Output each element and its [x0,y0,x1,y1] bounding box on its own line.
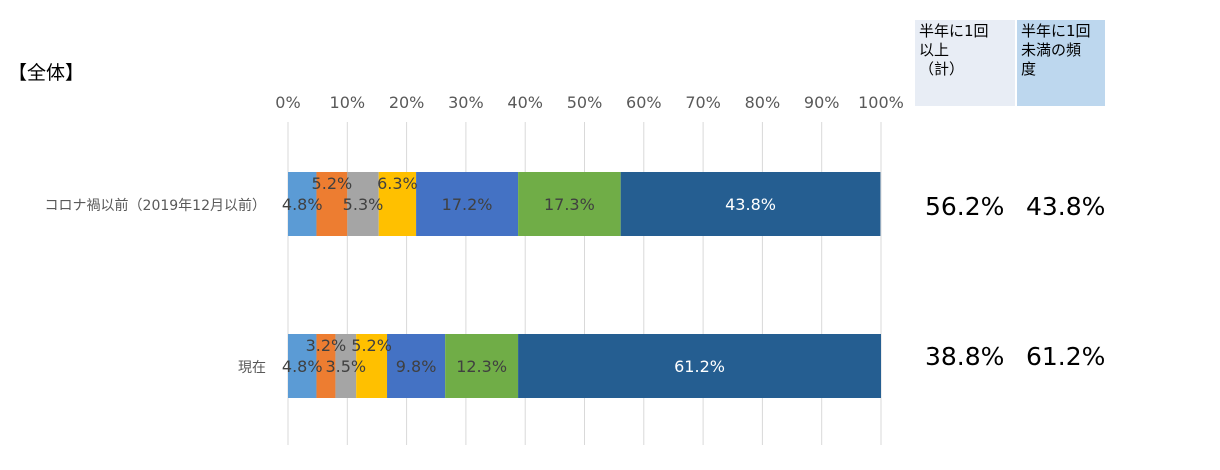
bar-segment [620,172,881,236]
bar-segment [518,334,881,398]
data-label: 4.8% [282,357,323,376]
data-label: 61.2% [674,357,725,376]
category-label: 現在 [238,360,266,376]
data-label: 17.2% [442,195,493,214]
bar-segment [445,334,519,398]
summary-total-row-1: 56.2% [925,192,1005,221]
data-label: 4.8% [282,195,323,214]
x-tick-label: 20% [389,93,425,112]
x-tick-label: 100% [858,93,904,112]
data-label: 5.2% [351,336,392,355]
bar-segment [288,172,317,236]
bar-segment [316,172,348,236]
header-less-frequency: 半年に1回 未満の頻 度 [1017,20,1105,106]
data-label: 5.3% [343,195,384,214]
bar-segment [518,172,621,236]
stacked-bar-chart: 0% 10% 20% 30% 40% 50% 60% 70% 80% 90% 100% コロナ禍以前（… [45,93,904,445]
category-label: コロナ禍以前（2019年12月以前） [45,197,266,214]
bar-segment [335,334,357,398]
x-tick-label: 0% [275,93,300,112]
data-label: 43.8% [725,195,776,214]
data-label: 3.5% [325,357,366,376]
bar-segment [288,334,317,398]
data-label: 9.8% [396,357,437,376]
x-tick-label: 60% [626,93,662,112]
x-tick-label: 90% [804,93,840,112]
header-total-frequency: 半年に1回 以上 （計） [915,20,1015,106]
bar-segment [356,334,388,398]
x-tick-label: 80% [745,93,781,112]
x-tick-label: 40% [507,93,543,112]
data-label: 12.3% [456,357,507,376]
data-label: 5.2% [312,174,353,193]
bar-segment [416,172,519,236]
bar-segment [316,334,336,398]
summary-less-row-2: 61.2% [1026,342,1106,371]
x-tick-label: 30% [448,93,484,112]
bar-segment [387,334,446,398]
summary-less-row-1: 43.8% [1026,192,1106,221]
panel-title: 【全体】 [8,62,85,84]
data-label: 17.3% [544,195,595,214]
x-tick-label: 70% [685,93,721,112]
x-tick-label: 10% [330,93,366,112]
bar-segment [378,172,417,236]
bar-segment [347,172,379,236]
x-tick-label: 50% [567,93,603,112]
data-label: 3.2% [306,336,347,355]
data-label: 6.3% [377,174,418,193]
summary-total-row-2: 38.8% [925,342,1005,371]
